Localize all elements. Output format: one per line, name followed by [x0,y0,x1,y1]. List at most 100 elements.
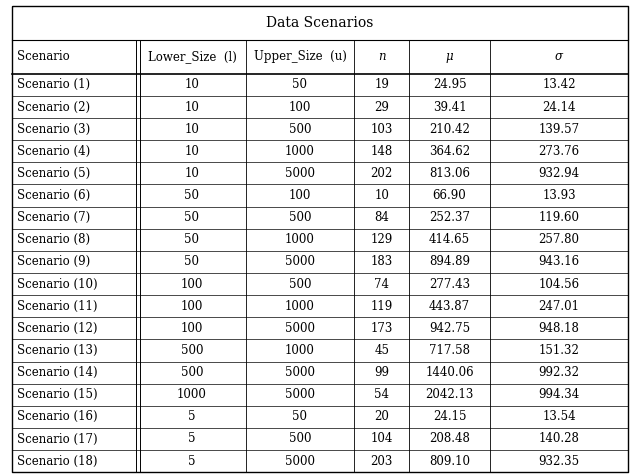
Text: 66.90: 66.90 [433,189,467,202]
Text: Scenario (11): Scenario (11) [17,300,97,313]
Text: 5: 5 [188,410,196,423]
Text: n: n [378,50,385,63]
Text: 129: 129 [371,233,393,246]
Text: 5: 5 [188,433,196,446]
Text: 500: 500 [289,278,311,290]
Text: Scenario (17): Scenario (17) [17,433,97,446]
Text: 273.76: 273.76 [538,145,580,158]
Text: Scenario (16): Scenario (16) [17,410,97,423]
Text: 717.58: 717.58 [429,344,470,357]
Text: Data Scenarios: Data Scenarios [266,16,374,30]
Text: Lower_Size  (l): Lower_Size (l) [148,50,236,63]
Text: 1000: 1000 [285,300,315,313]
Text: 5000: 5000 [285,455,315,467]
Text: 10: 10 [184,100,200,113]
Text: 45: 45 [374,344,389,357]
Text: 10: 10 [184,167,200,180]
Text: Upper_Size  (u): Upper_Size (u) [253,50,346,63]
Text: 5000: 5000 [285,322,315,335]
Text: 104: 104 [371,433,393,446]
Text: 932.35: 932.35 [538,455,580,467]
Text: 948.18: 948.18 [539,322,579,335]
Text: 148: 148 [371,145,393,158]
Text: 151.32: 151.32 [539,344,579,357]
Text: 13.54: 13.54 [542,410,576,423]
Text: 54: 54 [374,388,389,401]
Text: 1440.06: 1440.06 [425,366,474,379]
Text: 119.60: 119.60 [539,211,580,224]
Text: Scenario (1): Scenario (1) [17,79,90,91]
Text: 414.65: 414.65 [429,233,470,246]
Text: 202: 202 [371,167,393,180]
Text: 10: 10 [184,79,200,91]
Text: Scenario (2): Scenario (2) [17,100,90,113]
Text: 2042.13: 2042.13 [426,388,474,401]
Text: 210.42: 210.42 [429,123,470,136]
Text: 1000: 1000 [285,145,315,158]
Text: 5000: 5000 [285,256,315,268]
Text: 203: 203 [371,455,393,467]
Text: 100: 100 [289,189,311,202]
Text: 5000: 5000 [285,388,315,401]
Text: Scenario (7): Scenario (7) [17,211,90,224]
Text: 5000: 5000 [285,167,315,180]
Text: 252.37: 252.37 [429,211,470,224]
Text: 183: 183 [371,256,393,268]
Text: 13.93: 13.93 [542,189,576,202]
Text: 19: 19 [374,79,389,91]
Text: 24.15: 24.15 [433,410,467,423]
Text: 1000: 1000 [285,344,315,357]
Text: 1000: 1000 [285,233,315,246]
Text: Scenario (8): Scenario (8) [17,233,90,246]
Text: 50: 50 [184,189,200,202]
Text: 932.94: 932.94 [538,167,580,180]
Text: 173: 173 [371,322,393,335]
Text: 500: 500 [289,433,311,446]
Text: 443.87: 443.87 [429,300,470,313]
Text: μ: μ [445,50,453,63]
Text: 140.28: 140.28 [539,433,579,446]
Text: 813.06: 813.06 [429,167,470,180]
Text: 994.34: 994.34 [538,388,580,401]
Text: 1000: 1000 [177,388,207,401]
Text: 29: 29 [374,100,389,113]
Text: 809.10: 809.10 [429,455,470,467]
Text: 50: 50 [184,233,200,246]
Text: 500: 500 [180,366,204,379]
Text: 208.48: 208.48 [429,433,470,446]
Text: Scenario (6): Scenario (6) [17,189,90,202]
Text: 500: 500 [180,344,204,357]
Text: 257.80: 257.80 [539,233,580,246]
Text: 277.43: 277.43 [429,278,470,290]
Text: 942.75: 942.75 [429,322,470,335]
Text: 104.56: 104.56 [538,278,580,290]
Text: 50: 50 [292,79,307,91]
Text: 10: 10 [184,145,200,158]
Text: Scenario (5): Scenario (5) [17,167,90,180]
Text: 50: 50 [292,410,307,423]
Text: Scenario (14): Scenario (14) [17,366,97,379]
Text: 500: 500 [289,123,311,136]
Text: 50: 50 [184,211,200,224]
Text: 119: 119 [371,300,393,313]
Text: Scenario (3): Scenario (3) [17,123,90,136]
Text: 74: 74 [374,278,389,290]
Text: 99: 99 [374,366,389,379]
Text: σ: σ [555,50,563,63]
Text: 247.01: 247.01 [539,300,580,313]
Text: 50: 50 [184,256,200,268]
Text: 100: 100 [180,278,203,290]
Text: 10: 10 [184,123,200,136]
Text: Scenario (12): Scenario (12) [17,322,97,335]
Text: 500: 500 [289,211,311,224]
Text: 100: 100 [180,300,203,313]
Text: Scenario (4): Scenario (4) [17,145,90,158]
Text: Scenario (9): Scenario (9) [17,256,90,268]
Text: 13.42: 13.42 [542,79,576,91]
Text: 5000: 5000 [285,366,315,379]
Text: 992.32: 992.32 [539,366,580,379]
Text: 24.14: 24.14 [542,100,576,113]
Text: Scenario (10): Scenario (10) [17,278,97,290]
Text: 894.89: 894.89 [429,256,470,268]
Text: 103: 103 [371,123,393,136]
